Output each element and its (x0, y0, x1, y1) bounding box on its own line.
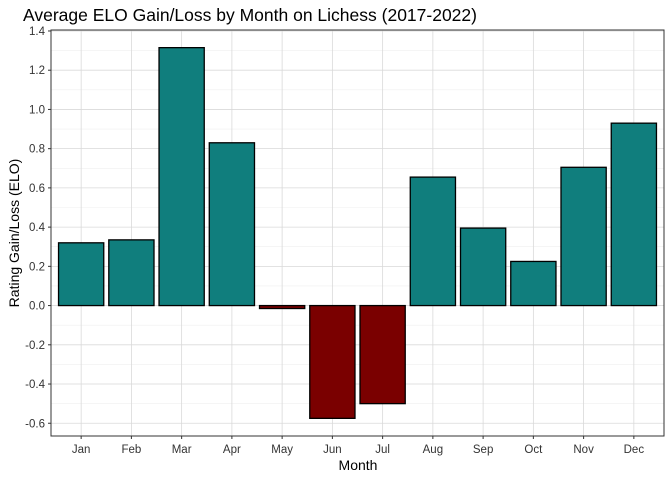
x-tick-label: Feb (121, 444, 141, 456)
y-tick-label: 0.6 (29, 183, 45, 195)
x-tick-label: May (271, 444, 293, 456)
bar-sep (459, 227, 507, 307)
x-axis-label: Month (339, 457, 378, 473)
bar-apr (208, 142, 256, 307)
x-tick-label: Dec (624, 444, 645, 456)
bars (57, 47, 658, 419)
x-tick-label: Jun (323, 444, 342, 456)
x-tick-label: Oct (524, 444, 543, 456)
bar-jan (57, 242, 105, 307)
plot-panel-border (50, 29, 665, 437)
y-tick-label: 1.0 (29, 104, 45, 116)
bar-dec (610, 122, 658, 307)
y-tick-label: 0.2 (29, 261, 45, 273)
bar-oct (510, 260, 557, 307)
y-tick-label: 0.0 (29, 301, 45, 313)
bar-may (258, 304, 306, 310)
y-axis-label: Rating Gain/Loss (ELO) (6, 159, 22, 308)
x-tick-label: Nov (573, 444, 594, 456)
y-tick-label: 0.4 (29, 222, 46, 234)
bar-jun (309, 304, 356, 419)
x-tick-label: Jul (375, 444, 390, 456)
x-tick-label: Apr (223, 444, 241, 456)
bar-feb (108, 239, 155, 307)
y-tick-label: 1.2 (29, 65, 45, 77)
y-tick-label: -0.4 (25, 379, 45, 391)
y-tick-label: -0.6 (25, 418, 45, 430)
bar-mar (158, 47, 205, 307)
x-tick-label: Sep (473, 444, 493, 456)
bar-nov (560, 166, 607, 307)
x-axis-ticks: Jan Feb Mar Apr May Jun Jul Aug Sep Oct Nov Dec (72, 436, 644, 456)
bar-jul (359, 304, 406, 405)
y-axis-ticks: -0.6 -0.4 -0.2 0.0 0.2 0.4 0.6 0.8 1.0 1.2 1.4 (25, 26, 51, 430)
bar-aug (409, 176, 457, 307)
chart-title: Average ELO Gain/Loss by Month on Liches… (23, 5, 477, 25)
x-tick-label: Mar (172, 444, 192, 456)
y-tick-label: 1.4 (29, 26, 46, 38)
y-tick-label: 0.8 (29, 144, 45, 156)
x-tick-label: Aug (423, 444, 443, 456)
x-tick-label: Jan (72, 444, 91, 456)
y-tick-label: -0.2 (25, 340, 45, 352)
